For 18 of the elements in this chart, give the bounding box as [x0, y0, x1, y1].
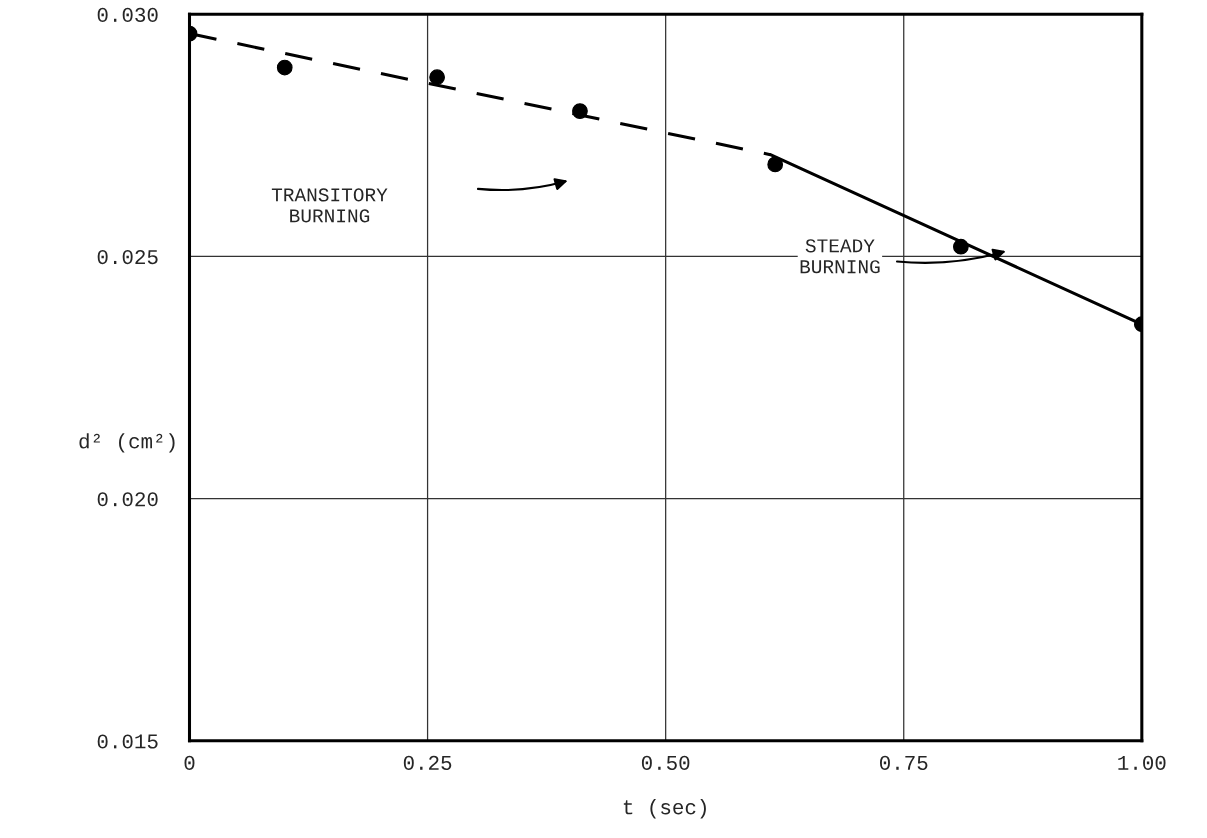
- y-tick-label: 0.015: [97, 734, 158, 749]
- annotation: STEADY BURNING: [800, 239, 880, 274]
- y-tick-label: 0.025: [97, 250, 158, 265]
- y-tick-label: 0.020: [97, 492, 158, 507]
- point: [767, 156, 784, 173]
- x-tick-label: 0.50: [641, 755, 690, 770]
- point: [572, 103, 588, 119]
- point: [276, 59, 293, 76]
- x-tick-label: 0: [184, 755, 195, 770]
- x-tick-label: 1.00: [1118, 755, 1166, 770]
- x-tick-label: 0.25: [403, 755, 452, 770]
- x-tick-label: 0.75: [880, 755, 928, 770]
- point: [953, 238, 969, 255]
- x-axis-title: t (sec): [623, 799, 706, 819]
- point: [429, 69, 445, 86]
- y-tick-label: 0.030: [97, 7, 158, 22]
- y-axis-title: d² (cm²): [79, 433, 175, 453]
- annotation: TRANSITORY BURNING: [271, 188, 388, 223]
